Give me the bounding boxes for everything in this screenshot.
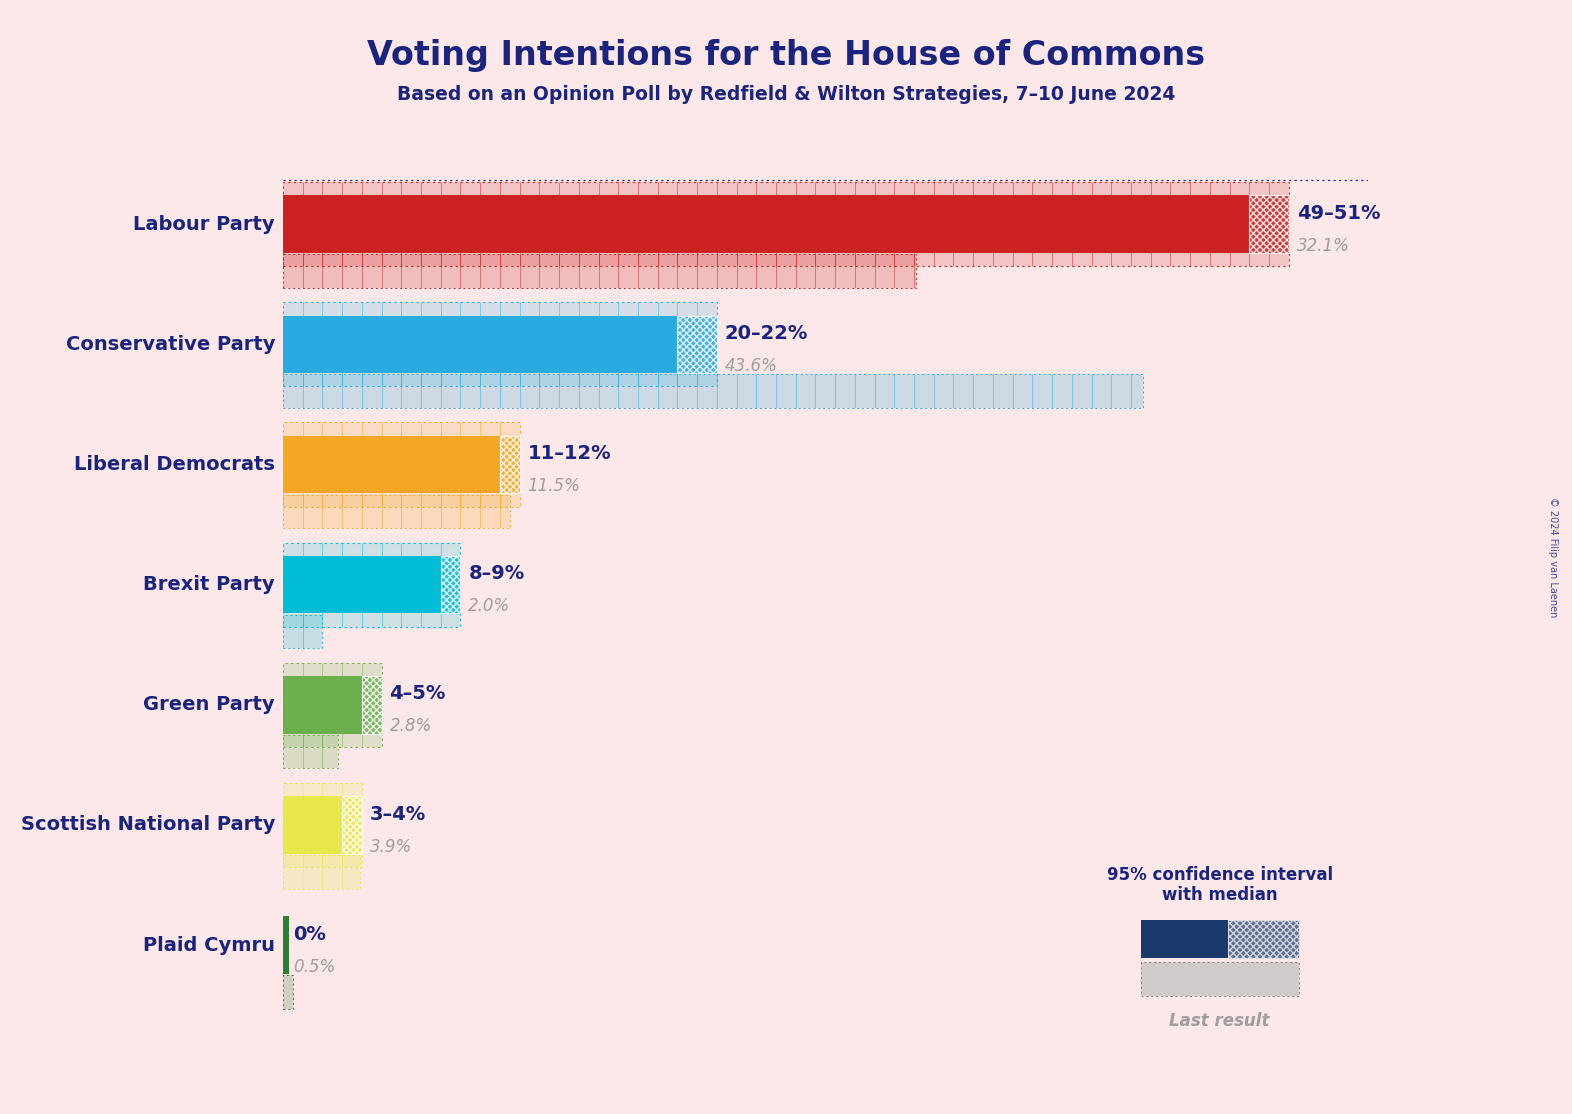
Text: Liberal Democrats: Liberal Democrats — [74, 455, 275, 473]
Text: 2.8%: 2.8% — [390, 717, 432, 735]
Bar — [283, 556, 440, 614]
Text: Voting Intentions for the House of Commons: Voting Intentions for the House of Commo… — [366, 39, 1206, 72]
Text: 3.9%: 3.9% — [369, 838, 412, 856]
Bar — [283, 315, 678, 373]
Bar — [283, 495, 509, 528]
Bar — [283, 735, 338, 769]
Text: Labour Party: Labour Party — [134, 215, 275, 234]
Bar — [283, 783, 362, 867]
Bar — [283, 663, 382, 746]
Text: 32.1%: 32.1% — [1297, 237, 1349, 255]
Text: Green Party: Green Party — [143, 695, 275, 714]
Bar — [283, 183, 1289, 266]
Bar — [1141, 961, 1298, 996]
Bar — [283, 374, 1143, 408]
Text: 95% confidence interval
with median: 95% confidence interval with median — [1107, 866, 1333, 905]
Bar — [283, 302, 717, 387]
Text: © 2024 Filip van Laenen: © 2024 Filip van Laenen — [1548, 497, 1558, 617]
Bar — [283, 183, 1289, 266]
Bar — [1141, 961, 1298, 996]
Bar — [283, 854, 360, 889]
Bar — [283, 422, 520, 507]
Bar — [1228, 920, 1298, 958]
Text: 20–22%: 20–22% — [725, 324, 808, 343]
Bar — [283, 195, 1250, 253]
Bar — [283, 543, 461, 627]
Bar — [283, 676, 362, 734]
Bar — [283, 495, 509, 528]
Bar — [283, 916, 289, 974]
Bar — [500, 436, 520, 494]
Text: 0%: 0% — [292, 925, 325, 944]
Bar — [283, 302, 717, 387]
Text: Based on an Opinion Poll by Redfield & Wilton Strategies, 7–10 June 2024: Based on an Opinion Poll by Redfield & W… — [396, 85, 1176, 104]
Bar — [283, 374, 1143, 408]
Bar — [440, 556, 461, 614]
Bar — [283, 663, 382, 746]
Bar — [283, 543, 461, 627]
Bar — [362, 676, 382, 734]
Text: Scottish National Party: Scottish National Party — [20, 815, 275, 834]
Text: 0.5%: 0.5% — [292, 958, 335, 976]
Text: Conservative Party: Conservative Party — [66, 335, 275, 354]
Text: 43.6%: 43.6% — [725, 356, 778, 375]
Bar — [283, 615, 322, 648]
Bar — [283, 615, 322, 648]
Bar — [283, 975, 292, 1008]
Bar — [283, 797, 343, 853]
Bar — [283, 735, 338, 769]
Bar — [283, 254, 916, 287]
Bar — [1141, 920, 1228, 958]
Bar — [283, 783, 362, 867]
Bar — [1250, 195, 1289, 253]
Text: Brexit Party: Brexit Party — [143, 575, 275, 594]
Text: 3–4%: 3–4% — [369, 804, 426, 823]
Text: 11.5%: 11.5% — [528, 477, 580, 495]
Text: Plaid Cymru: Plaid Cymru — [143, 936, 275, 955]
Bar — [283, 254, 916, 287]
Text: Last result: Last result — [1170, 1012, 1270, 1029]
Bar — [283, 854, 360, 889]
Text: 4–5%: 4–5% — [390, 684, 446, 703]
Text: 8–9%: 8–9% — [468, 565, 525, 584]
Bar — [678, 315, 717, 373]
Text: 11–12%: 11–12% — [528, 444, 612, 463]
Bar — [283, 436, 500, 494]
Bar — [283, 975, 292, 1008]
Bar — [343, 797, 362, 853]
Text: 2.0%: 2.0% — [468, 597, 511, 615]
Text: 49–51%: 49–51% — [1297, 204, 1380, 223]
Bar — [283, 422, 520, 507]
